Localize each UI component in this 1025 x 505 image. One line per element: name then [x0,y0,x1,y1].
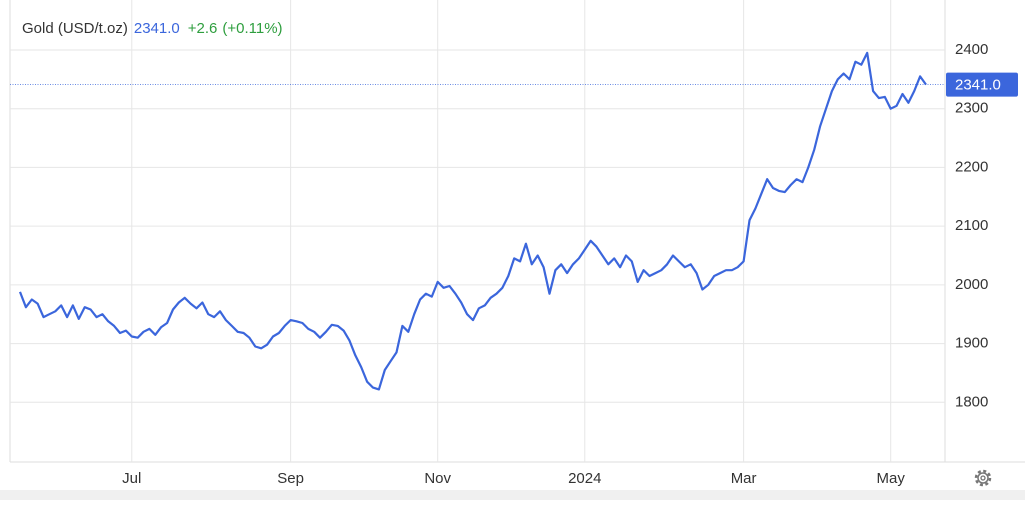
y-tick-label: 2400 [955,41,988,58]
gear-body[interactable] [977,472,989,484]
grid [10,0,945,462]
chart-title: Gold (USD/t.oz) [22,20,128,37]
price-line [18,51,927,391]
y-tick-label: 2100 [955,217,988,234]
gear-teeth[interactable] [974,469,992,487]
settings-icon[interactable] [974,469,992,487]
change-pct: (+0.11%) [222,20,282,37]
y-tick-label: 2200 [955,158,988,175]
price: 2341.0 [134,20,180,37]
y-tick-label: 1900 [955,335,988,352]
plot [10,51,945,391]
x-tick-label: Jul [122,470,141,487]
footer-band [0,490,1025,500]
x-tick-label: Sep [277,470,304,487]
price-tag-label: 2341.0 [955,77,1001,94]
x-tick-label: 2024 [568,470,601,487]
change: +2.6 [188,20,218,37]
price-tag [946,72,1018,97]
x-tick-label: Nov [424,470,451,487]
y-tick-label: 1800 [955,393,988,410]
gear-hole[interactable] [980,475,986,481]
y-tick-label: 2000 [955,276,988,293]
y-tick-label: 2300 [955,100,988,117]
x-tick-label: May [877,470,906,487]
x-tick-label: Mar [731,470,757,487]
header: Gold (USD/t.oz) 2341.0 +2.6 (+0.11%) [22,20,283,37]
